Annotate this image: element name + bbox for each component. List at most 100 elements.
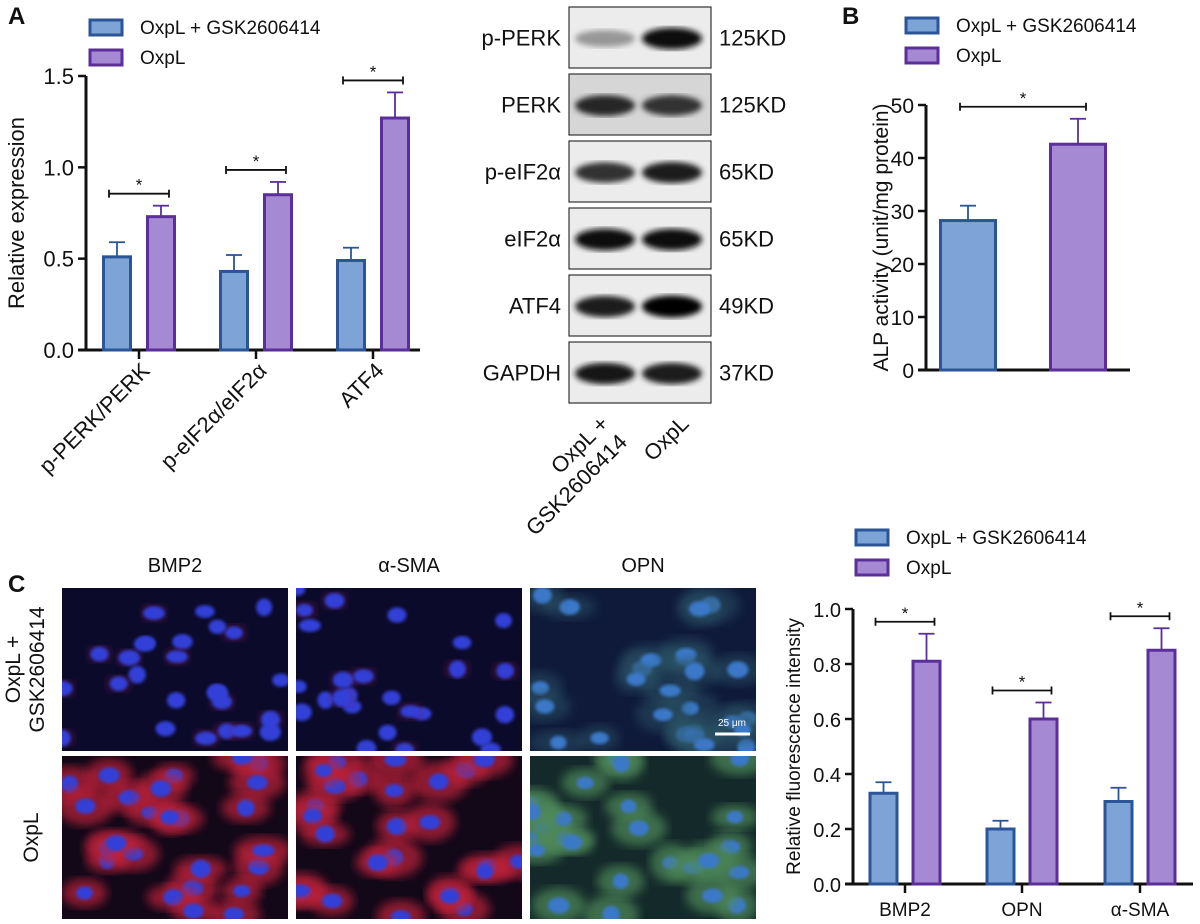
legend-label-2: OxpL (956, 46, 1001, 67)
y-tick-label: 1.0 (813, 600, 841, 622)
nucleus (590, 732, 609, 745)
cells (530, 588, 756, 751)
nucleus (693, 738, 715, 751)
legend-swatch-2 (88, 48, 124, 67)
nucleus (324, 593, 345, 609)
nucleus (133, 636, 156, 652)
bar-oxpl (146, 215, 176, 352)
nucleus (728, 865, 750, 879)
nucleus (332, 671, 354, 689)
nucleus (449, 660, 466, 678)
y-tick-label: 10 (891, 307, 914, 330)
micrograph-α-sma-oxpl (296, 756, 522, 919)
bar-oxpl (263, 193, 293, 352)
column-header: BMP2 (148, 555, 202, 577)
cytoplasm-stain (530, 794, 561, 830)
bar-oxpl (1049, 142, 1107, 372)
legend-swatch-1 (904, 16, 940, 35)
y-tick-label: 20 (891, 254, 914, 277)
nucleus (163, 889, 184, 906)
bar-oxpl-gsk (1103, 800, 1134, 886)
row-label: OxpL +GSK2606414 (2, 606, 49, 732)
blot-protein-label: p-eIF2α (485, 160, 562, 185)
nucleus (356, 740, 377, 751)
blot-protein-label: p-PERK (482, 26, 562, 51)
blot-row-perk: PERK 125KD (501, 73, 786, 136)
nucleus (150, 780, 172, 797)
nucleus (190, 859, 211, 878)
blot-row-p-eif2α: p-eIF2α 65KD (485, 140, 774, 203)
nucleus (440, 889, 460, 904)
nucleus (166, 650, 188, 663)
nucleus (561, 834, 583, 851)
y-tick-label: 30 (891, 201, 914, 224)
nucleus (155, 721, 176, 737)
y-tick-label: 40 (891, 148, 914, 171)
nucleus (378, 724, 397, 741)
blot-protein-label: ATF4 (509, 294, 561, 319)
x-tick-label: ATF4 (334, 358, 389, 413)
y-tick-label: 0.4 (813, 765, 841, 787)
micrograph-opn-oxpl (530, 756, 756, 919)
x-tick-label: α-SMA (1111, 900, 1170, 921)
blot-band (642, 27, 702, 50)
lane-label-oxpl: OxpL (639, 411, 694, 466)
blot-row-atf4: ATF4 49KD (509, 274, 774, 337)
nucleus (62, 775, 79, 793)
bar-oxpl-gsk (939, 219, 997, 372)
nucleus (384, 784, 404, 797)
blot-band (575, 362, 635, 385)
chart-a: OxpL + GSK2606414 OxpL 0.0 0.5 1.0 1.5 Relativ… (4, 18, 420, 478)
nucleus (602, 905, 620, 919)
nucleus (533, 588, 552, 604)
blot-band (575, 295, 635, 318)
nucleus (332, 689, 352, 707)
significance-star: * (1020, 89, 1027, 108)
nucleus (317, 691, 334, 709)
y-tick-label: 0.5 (43, 247, 74, 272)
nucleus (296, 588, 306, 596)
nucleus (400, 705, 421, 718)
y-tick-label: 1.0 (43, 155, 74, 180)
nucleus (118, 650, 141, 666)
column-header: OPN (621, 555, 664, 577)
nucleus (653, 708, 673, 722)
nucleus (172, 634, 193, 650)
blot-protein-label: eIF2α (504, 227, 561, 252)
nucleus (473, 756, 495, 768)
nucleus (98, 767, 120, 784)
nucleus (296, 884, 311, 897)
nucleus (223, 907, 245, 919)
nucleus (109, 676, 128, 691)
significance-star: * (1137, 598, 1144, 617)
nucleus (118, 789, 141, 806)
bar-oxpl (1028, 717, 1059, 886)
cells (296, 588, 518, 751)
nucleus (256, 598, 273, 617)
bar-oxpl-gsk (868, 791, 899, 886)
y-tick-label: 0.8 (813, 655, 841, 677)
nucleus (471, 728, 493, 747)
nucleus (530, 803, 541, 821)
y-tick-label: 0.2 (813, 820, 841, 842)
nucleus (75, 798, 96, 814)
blot-band (642, 228, 702, 251)
nucleus (160, 809, 179, 825)
legend-label-1: OxpL + GSK2606414 (140, 18, 321, 39)
legend-label-2: OxpL (906, 558, 951, 579)
cells (296, 756, 522, 919)
nucleus (386, 817, 408, 836)
blot-protein-label: GAPDH (483, 361, 561, 386)
nucleus (367, 854, 388, 871)
nucleus (535, 699, 555, 714)
blot-row-gapdh: GAPDH 37KD (483, 341, 774, 404)
blot-size-label: 65KD (719, 227, 774, 252)
nucleus (296, 680, 307, 694)
y-tick-label: 50 (891, 95, 914, 118)
nucleus (128, 665, 146, 684)
y-axis-label: ALP activity (unit/mg protein) (870, 103, 893, 371)
column-header: α-SMA (378, 555, 440, 577)
nucleus (76, 886, 93, 900)
nucleus (260, 710, 281, 729)
